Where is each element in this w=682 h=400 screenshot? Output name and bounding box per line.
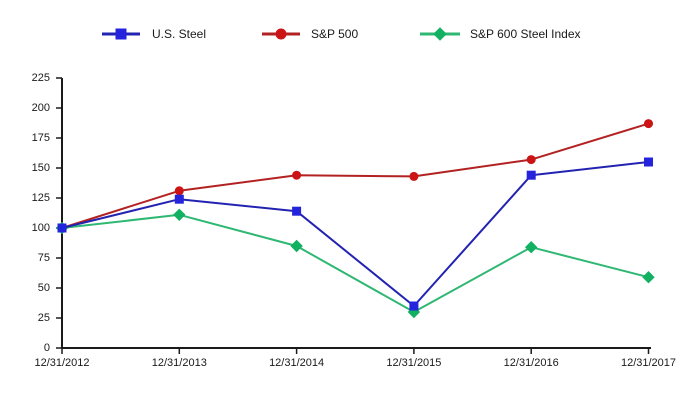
circle-marker-legend: [275, 28, 287, 40]
x-tick-label: 12/31/2015: [386, 357, 441, 369]
y-tick-label: 50: [38, 282, 50, 294]
y-tick-label: 175: [32, 132, 50, 144]
y-tick-label: 0: [44, 342, 50, 354]
x-tick-label: 12/31/2017: [621, 357, 676, 369]
diamond-marker-s-p-600-steel-index: [642, 271, 655, 284]
circle-marker-s-p-500: [292, 170, 302, 180]
diamond-marker-s-p-600-steel-index: [525, 241, 538, 254]
square-marker-legend: [115, 28, 127, 40]
diamond-marker-legend: [433, 27, 447, 41]
legend: U.S. Steel S&P 500 S&P 600 Steel Index: [102, 27, 581, 41]
square-marker-u-s-steel: [409, 301, 419, 311]
legend-label: S&P 500: [311, 27, 358, 41]
series-u-s-steel: [57, 157, 653, 311]
legend-item-2: S&P 500: [262, 27, 358, 41]
series-s-p-600-steel-index: [55, 208, 655, 319]
x-tick-label: 12/31/2013: [152, 357, 207, 369]
x-axis: 12/31/2012 12/31/2013 12/31/2014 12/31/2015…: [34, 347, 676, 369]
square-marker-u-s-steel: [526, 170, 536, 180]
square-marker-u-s-steel: [292, 206, 302, 216]
legend-label: U.S. Steel: [152, 27, 206, 41]
x-tick-label: 12/31/2012: [34, 357, 89, 369]
y-tick-label: 100: [32, 222, 50, 234]
y-tick-label: 150: [32, 162, 50, 174]
y-tick-label: 75: [38, 252, 50, 264]
circle-marker-s-p-500: [526, 155, 536, 165]
x-tick-label: 12/31/2014: [269, 357, 324, 369]
y-tick-label: 25: [38, 312, 50, 324]
y-axis: 0 25 50 75 100 125 150 175 200 225: [32, 72, 63, 354]
legend-label: S&P 600 Steel Index: [470, 27, 581, 41]
y-tick-label: 125: [32, 192, 50, 204]
square-marker-u-s-steel: [57, 223, 67, 233]
diamond-marker-s-p-600-steel-index: [173, 208, 186, 221]
series-s-p-500: [57, 119, 653, 233]
y-tick-label: 225: [32, 72, 50, 84]
x-tick-label: 12/31/2016: [504, 357, 559, 369]
legend-item-3: S&P 600 Steel Index: [420, 27, 581, 41]
y-tick-label: 200: [32, 102, 50, 114]
series-line-s-p-600-steel-index: [61, 213, 649, 313]
legend-item-1: U.S. Steel: [102, 27, 206, 41]
circle-marker-s-p-500: [644, 119, 653, 129]
square-marker-u-s-steel: [644, 157, 653, 167]
circle-marker-s-p-500: [174, 186, 184, 196]
series-line-u-s-steel: [61, 161, 649, 307]
diamond-marker-s-p-600-steel-index: [290, 239, 303, 253]
square-marker-u-s-steel: [174, 194, 184, 204]
series-line-s-p-500: [61, 122, 649, 229]
circle-marker-s-p-500: [409, 171, 419, 181]
